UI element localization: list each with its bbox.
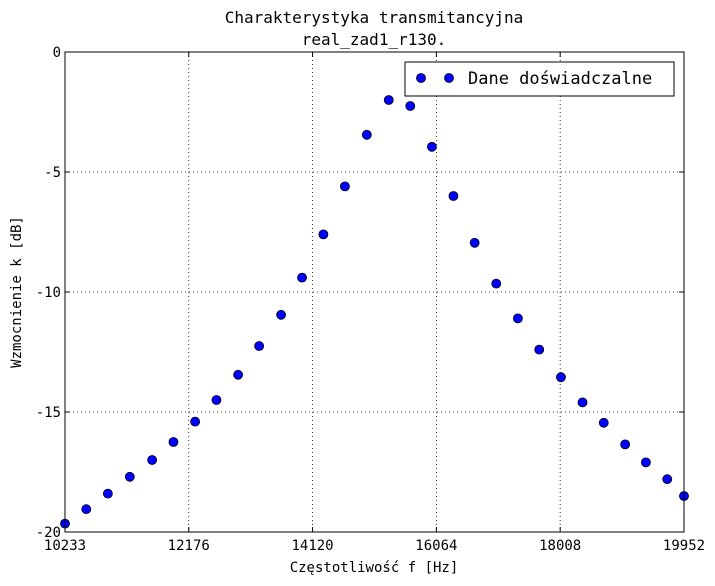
plot-frame bbox=[64, 51, 685, 533]
data-point bbox=[361, 129, 372, 140]
data-point bbox=[577, 397, 588, 408]
data-point bbox=[448, 191, 459, 201]
data-point bbox=[556, 372, 566, 383]
y-tick-label: -10 bbox=[36, 285, 61, 301]
y-tick-label: -20 bbox=[36, 525, 61, 541]
data-points bbox=[60, 95, 689, 529]
x-axis-label: Częstotliwość f [Hz] bbox=[290, 560, 459, 576]
data-point bbox=[491, 278, 502, 289]
data-point bbox=[340, 181, 350, 192]
data-point bbox=[512, 313, 523, 324]
data-point bbox=[276, 309, 286, 320]
data-point bbox=[427, 141, 437, 152]
axis-ticks: 10233 12176 14120 16064 18008 19952 0 -5 -10 -15 -… bbox=[36, 45, 705, 554]
chart-title-line1: Charakterystyka transmitancyjna bbox=[225, 8, 524, 27]
legend-marker-right bbox=[444, 73, 454, 83]
data-point bbox=[620, 439, 631, 450]
legend: Dane doświadczalne bbox=[404, 61, 675, 97]
data-point bbox=[534, 344, 545, 355]
data-point bbox=[168, 437, 179, 447]
grid bbox=[65, 52, 684, 532]
data-point bbox=[383, 95, 394, 105]
data-point bbox=[405, 101, 416, 111]
data-point bbox=[318, 229, 329, 240]
chart-title-line2: real_zad1_r130. bbox=[302, 30, 447, 49]
data-point bbox=[190, 416, 201, 427]
data-point bbox=[147, 455, 158, 465]
data-point bbox=[124, 471, 135, 482]
data-point bbox=[102, 488, 113, 499]
data-point bbox=[211, 395, 222, 405]
data-point bbox=[297, 272, 307, 283]
y-tick-label: -15 bbox=[36, 405, 61, 421]
x-tick-label: 16064 bbox=[415, 538, 457, 554]
data-point bbox=[598, 417, 609, 428]
data-point bbox=[469, 237, 480, 248]
data-point bbox=[81, 504, 92, 515]
x-tick-label: 18008 bbox=[539, 538, 581, 554]
data-point bbox=[641, 457, 651, 468]
data-point bbox=[662, 474, 673, 485]
legend-marker-left bbox=[416, 73, 426, 83]
x-tick-label: 12176 bbox=[168, 538, 210, 554]
data-point bbox=[233, 369, 244, 380]
data-point bbox=[254, 341, 265, 351]
legend-label: Dane doświadczalne bbox=[468, 69, 652, 89]
x-tick-label: 14120 bbox=[291, 538, 333, 554]
y-axis-label: Wzmocnienie k [dB] bbox=[9, 216, 25, 368]
y-tick-label: 0 bbox=[53, 45, 61, 61]
x-tick-label: 10233 bbox=[44, 538, 86, 554]
x-tick-label: 19952 bbox=[663, 538, 705, 554]
y-tick-label: -5 bbox=[44, 165, 61, 181]
